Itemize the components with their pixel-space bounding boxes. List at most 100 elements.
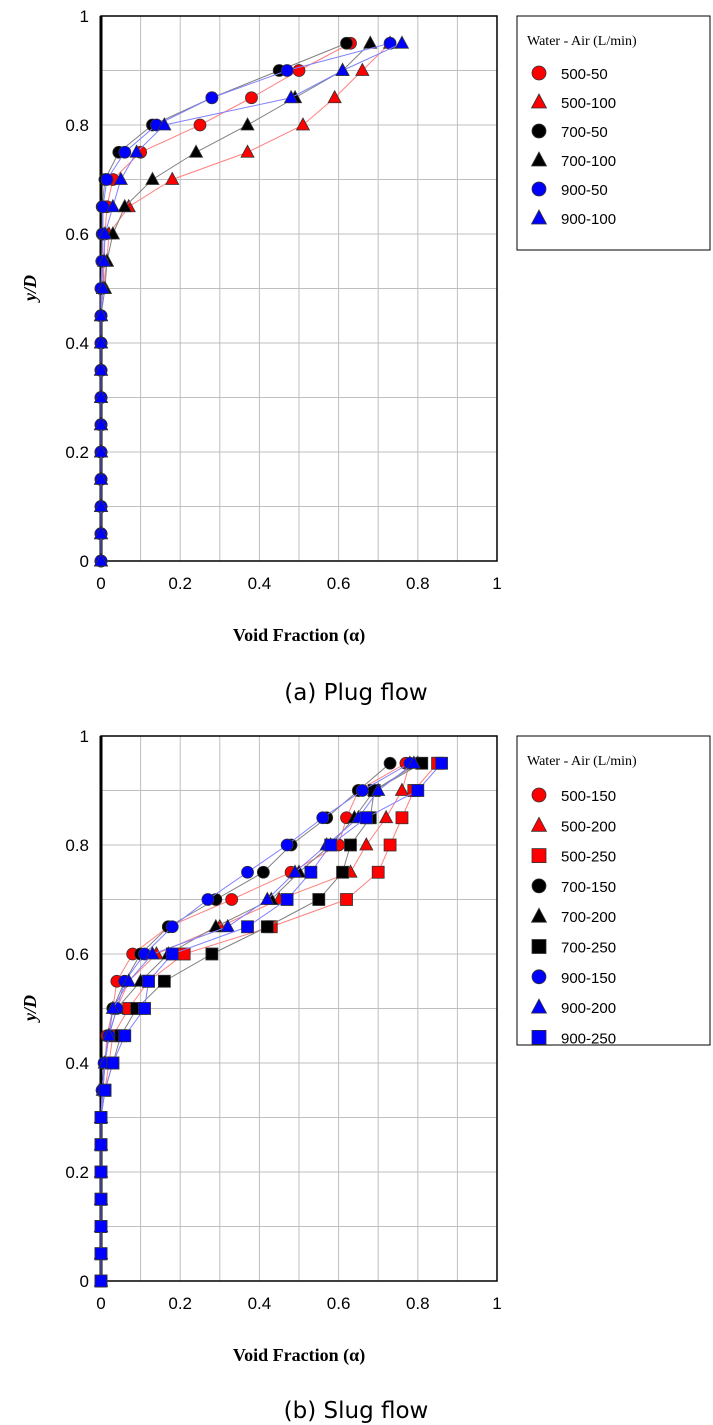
- series-line: [100, 42, 351, 561]
- legend-box: [516, 735, 711, 1046]
- data-point: [95, 280, 111, 294]
- data-point: [93, 444, 109, 458]
- data-point: [359, 837, 374, 851]
- legend-label: 900-200: [561, 1000, 616, 1017]
- data-point: [121, 973, 136, 987]
- data-point: [359, 811, 373, 825]
- y-tick-label: 0: [80, 1272, 89, 1291]
- data-point: [94, 1220, 108, 1233]
- data-point: [260, 891, 275, 905]
- series-line: [100, 42, 371, 561]
- legend-marker: [531, 969, 547, 985]
- x-tick-label: 0.4: [248, 1294, 272, 1313]
- legend-item: 700-100: [530, 151, 616, 170]
- chart-caption: (b) Slug flow: [284, 1398, 429, 1424]
- legend-title: Water - Air (L/min): [527, 754, 637, 769]
- data-point: [371, 865, 385, 879]
- legend-marker: [530, 93, 548, 109]
- legend: Water - Air (L/min) 500-150 500-200 500-250…: [516, 735, 711, 1047]
- series-line: [100, 762, 411, 1281]
- legend-marker: [531, 181, 547, 197]
- series-line: [100, 762, 423, 1281]
- data-point: [335, 62, 350, 76]
- data-point: [287, 864, 303, 878]
- data-point: [256, 865, 270, 879]
- data-point: [394, 35, 410, 49]
- data-point: [280, 893, 294, 906]
- legend-box: [516, 15, 711, 251]
- x-tick-label: 0.2: [168, 1294, 192, 1313]
- data-point: [94, 1247, 108, 1261]
- data-point: [117, 198, 132, 213]
- data-point: [394, 782, 410, 796]
- legend-label: 900-50: [561, 182, 608, 199]
- legend-label: 700-100: [561, 153, 616, 170]
- series-900-150: [94, 756, 417, 1288]
- legend-marker: [531, 65, 547, 81]
- x-tick-label: 1: [492, 574, 501, 593]
- legend-item: 900-150: [531, 969, 616, 987]
- data-point: [340, 893, 353, 906]
- y-tick-label: 0.6: [65, 225, 89, 244]
- data-point: [336, 865, 349, 879]
- legend-marker: [531, 848, 547, 863]
- data-point: [241, 920, 254, 934]
- legend-label: 700-200: [561, 909, 616, 926]
- series-500-50: [94, 36, 357, 568]
- legend-item: 700-50: [531, 123, 608, 141]
- series-line: [100, 762, 407, 1281]
- data-point: [340, 36, 353, 50]
- data-point: [304, 865, 318, 879]
- chart-caption: (a) Plug flow: [284, 680, 427, 706]
- data-point: [378, 809, 394, 824]
- legend-label: 500-250: [561, 849, 616, 866]
- x-tick-label: 0.6: [327, 574, 351, 593]
- series-700-100: [93, 35, 378, 567]
- legend-label: 900-100: [561, 211, 616, 228]
- data-point: [93, 389, 109, 403]
- y-tick-label: 0: [80, 552, 89, 571]
- series-line: [100, 42, 403, 561]
- x-tick-label: 0: [96, 574, 105, 593]
- data-point: [118, 1029, 132, 1043]
- legend-item: 900-200: [530, 998, 616, 1017]
- data-point: [193, 118, 207, 132]
- data-point: [312, 893, 326, 906]
- data-point: [93, 307, 109, 322]
- data-point: [142, 974, 155, 988]
- data-point: [283, 89, 299, 104]
- series-700-50: [94, 36, 353, 568]
- data-point: [240, 144, 255, 158]
- y-tick-label: 0.4: [65, 1054, 89, 1073]
- legend-marker: [531, 787, 547, 803]
- legend-marker: [530, 209, 548, 225]
- data-point: [113, 171, 128, 185]
- chart-slug-flow: 0 0.2 0.4 0.6 0.8 1 0 0.2 0.4 0.6 0.8 1 Void Fractio…: [20, 727, 711, 1424]
- data-point: [118, 145, 132, 159]
- legend-marker: [530, 151, 548, 167]
- data-point: [188, 144, 204, 158]
- data-point: [106, 1056, 120, 1070]
- x-axis-label: Void Fraction (α): [233, 1345, 365, 1366]
- y-tick-label: 0.4: [65, 334, 89, 353]
- data-point: [363, 35, 378, 49]
- data-point: [383, 36, 397, 50]
- x-tick-label: 0.8: [406, 1294, 430, 1313]
- series-500-100: [93, 35, 398, 567]
- series-900-200: [93, 755, 422, 1287]
- data-point: [316, 811, 330, 825]
- data-point: [411, 784, 425, 797]
- series-500-200: [93, 755, 418, 1287]
- series-line: [100, 42, 347, 561]
- legend-marker: [531, 939, 547, 954]
- legend-item: 500-50: [531, 65, 608, 83]
- legend-marker: [531, 878, 547, 894]
- data-point: [100, 173, 114, 186]
- data-point: [138, 1002, 151, 1015]
- data-point: [220, 918, 235, 933]
- data-point: [129, 144, 144, 158]
- x-tick-label: 1: [492, 1294, 501, 1313]
- data-point: [355, 784, 369, 797]
- data-point: [241, 865, 254, 879]
- data-point: [94, 1138, 108, 1152]
